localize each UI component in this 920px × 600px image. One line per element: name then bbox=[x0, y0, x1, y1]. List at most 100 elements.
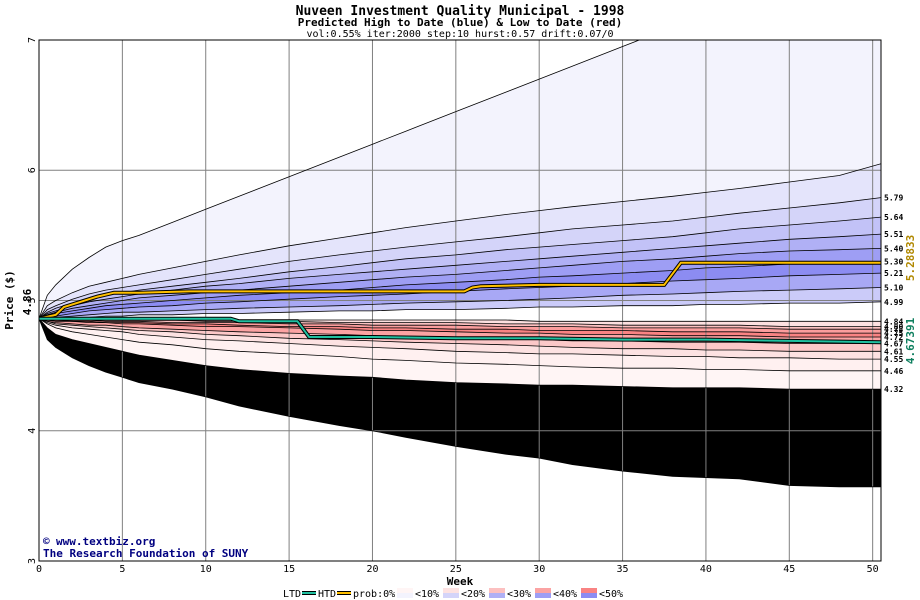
x-tick-label: 5 bbox=[119, 564, 125, 575]
x-tick-label: 25 bbox=[450, 564, 462, 575]
credit-org: The Research Foundation of SUNY bbox=[43, 547, 249, 560]
low-band-label: 4.75 bbox=[884, 329, 903, 338]
legend-swatch-high bbox=[443, 593, 459, 598]
legend-swatch-high bbox=[489, 593, 505, 598]
high-band-fill bbox=[39, 248, 881, 319]
copyright-icon: © bbox=[43, 535, 50, 548]
legend-item-label: <10% bbox=[415, 589, 439, 600]
to-date-paths bbox=[39, 260, 881, 345]
legend-htd-label: HTD bbox=[318, 589, 336, 600]
low-band-label: 4.80 bbox=[884, 323, 903, 332]
chart-title: Nuveen Investment Quality Municipal - 19… bbox=[296, 4, 625, 19]
high-band-fill bbox=[39, 40, 881, 319]
band-boundary-line bbox=[39, 287, 881, 320]
legend-item-label: <50% bbox=[599, 589, 623, 600]
htd-line bbox=[39, 261, 881, 320]
high-band-label: 5.10 bbox=[884, 283, 903, 292]
low-band-label: 4.32 bbox=[884, 385, 903, 394]
band-boundary-line bbox=[39, 318, 881, 334]
band-boundary-line bbox=[39, 163, 881, 319]
low-final-label: 4.67391 bbox=[904, 317, 917, 364]
chart-subtitle: Predicted High to Date (blue) & Low to D… bbox=[298, 16, 623, 29]
band-boundary-line bbox=[39, 318, 881, 360]
high-band-fill bbox=[39, 287, 881, 319]
band-boundary-line bbox=[39, 233, 881, 320]
legend-prob-label: prob:0% bbox=[353, 589, 395, 600]
low-band-label: 4.78 bbox=[884, 325, 903, 334]
start-price-label: 4.86 bbox=[21, 288, 34, 315]
band-boundary-line bbox=[39, 272, 881, 320]
probability-bands bbox=[39, 40, 881, 487]
x-axis-ticks: 0 5 10 15 20 25 30 35 40 45 50 bbox=[36, 564, 879, 575]
legend-swatch-high bbox=[581, 593, 597, 598]
legend-item-label: <40% bbox=[553, 589, 577, 600]
legend-item-label: <20% bbox=[461, 589, 485, 600]
x-tick-label: 40 bbox=[700, 564, 712, 575]
x-tick-label: 45 bbox=[783, 564, 795, 575]
low-band-fill bbox=[39, 318, 881, 352]
legend-swatch-high bbox=[535, 593, 551, 598]
low-band-fill bbox=[39, 318, 881, 487]
plot-frame bbox=[38, 39, 882, 562]
legend: LTD HTD prob:0% <10% <20% <30% <40% <50% bbox=[283, 588, 623, 600]
high-band-label: 5.30 bbox=[884, 257, 903, 266]
legend-swatch-high bbox=[397, 593, 413, 598]
band-boundary-line bbox=[39, 318, 881, 338]
low-band-label: 4.72 bbox=[884, 333, 903, 342]
x-tick-label: 10 bbox=[200, 564, 212, 575]
high-band-label: 5.40 bbox=[884, 244, 903, 253]
band-boundary-line bbox=[39, 318, 881, 488]
band-boundary-line bbox=[39, 248, 881, 320]
low-band-label: 4.46 bbox=[884, 367, 903, 376]
credit-site: www.textbiz.org bbox=[56, 535, 155, 548]
low-band-fill bbox=[39, 318, 881, 390]
ltd-line bbox=[39, 317, 881, 344]
low-band-label: 4.61 bbox=[884, 347, 903, 356]
high-band-label: 5.64 bbox=[884, 213, 903, 222]
low-band-fill bbox=[39, 318, 881, 344]
y-axis-label: Price ($) bbox=[3, 270, 16, 330]
legend-swatch-low bbox=[489, 588, 505, 593]
high-band-label: 4.99 bbox=[884, 298, 903, 307]
band-labels: 5.79 5.64 5.51 5.40 5.30 5.21 5.10 4.99 4.844.80… bbox=[884, 194, 903, 394]
x-tick-label: 30 bbox=[533, 564, 545, 575]
low-band-fill bbox=[39, 318, 881, 371]
x-tick-label: 50 bbox=[867, 564, 879, 575]
high-band-label: 5.21 bbox=[884, 269, 903, 278]
band-boundary-line bbox=[39, 40, 641, 319]
high-band-fill bbox=[39, 197, 881, 319]
y-tick-label: 6 bbox=[27, 167, 38, 173]
low-band-label: 4.84 bbox=[884, 317, 903, 326]
high-band-label: 5.79 bbox=[884, 194, 903, 203]
band-boundary-line bbox=[39, 318, 881, 372]
low-band-fill bbox=[39, 318, 881, 337]
high-band-fill bbox=[39, 217, 881, 319]
legend-item-label: <30% bbox=[507, 589, 531, 600]
y-tick-label: 4 bbox=[27, 428, 38, 434]
high-band-fill bbox=[39, 273, 881, 319]
band-boundary-line bbox=[39, 261, 881, 320]
x-tick-label: 35 bbox=[617, 564, 629, 575]
band-boundary-line bbox=[39, 197, 881, 319]
high-band-fill bbox=[39, 234, 881, 319]
y-tick-label: 3 bbox=[27, 558, 38, 564]
low-band-label: 4.67 bbox=[884, 339, 903, 348]
chart-params: vol:0.55% iter:2000 step:10 hurst:0.57 d… bbox=[306, 29, 613, 40]
x-tick-label: 20 bbox=[366, 564, 378, 575]
legend-swatch-low bbox=[443, 588, 459, 593]
y-tick-label: 5 bbox=[27, 297, 38, 303]
y-tick-label: 7 bbox=[27, 37, 38, 43]
y-axis-ticks: 3 4 5 6 7 bbox=[27, 37, 38, 564]
low-band-fill bbox=[39, 318, 881, 334]
legend-swatch-low bbox=[397, 588, 413, 593]
x-tick-label: 0 bbox=[36, 564, 42, 575]
low-band-label: 4.55 bbox=[884, 355, 903, 364]
high-final-label: 5.28833 bbox=[904, 235, 917, 281]
legend-swatch-low bbox=[535, 588, 551, 593]
legend-ltd-label: LTD bbox=[283, 589, 301, 600]
band-boundary-line bbox=[39, 318, 881, 390]
x-axis-label: Week bbox=[447, 575, 474, 588]
x-tick-label: 15 bbox=[283, 564, 295, 575]
high-band-label: 5.51 bbox=[884, 230, 903, 239]
